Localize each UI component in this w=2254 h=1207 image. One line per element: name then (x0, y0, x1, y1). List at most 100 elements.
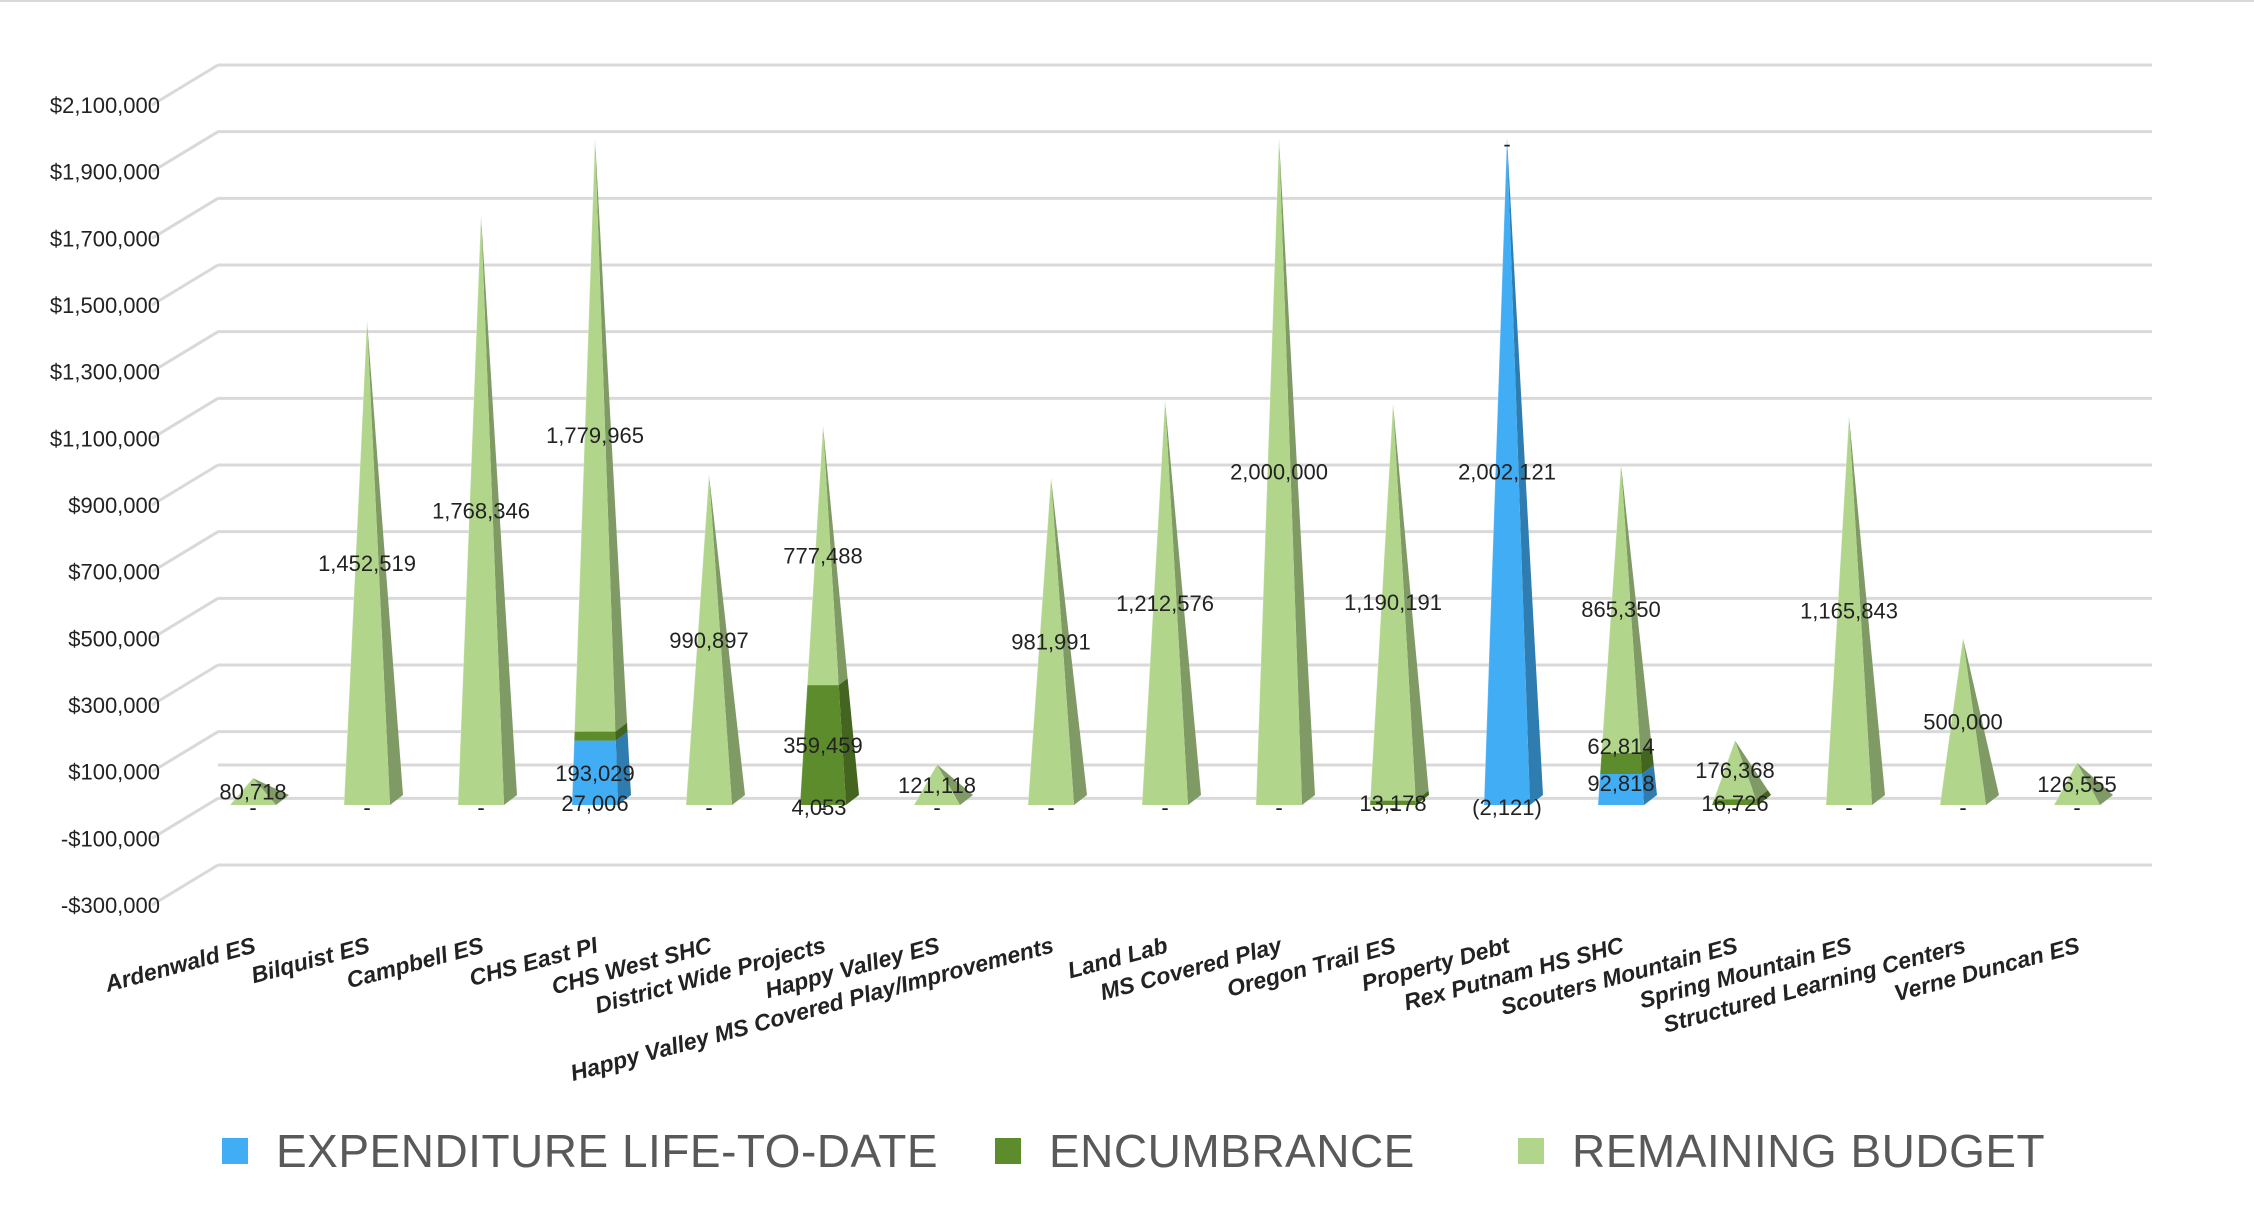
bar-segment-remaining-budget-land-lab (1142, 400, 1201, 805)
data-label-extra: 4,053 (791, 795, 846, 820)
legend-label: EXPENDITURE LIFE-TO-DATE (276, 1125, 938, 1177)
bar-front (1600, 753, 1642, 775)
data-label-remaining-budget: 1,212,576 (1116, 591, 1214, 616)
data-label-encumbrance: 13,178 (1359, 791, 1426, 816)
bar-side (481, 215, 517, 805)
bars (229, 137, 2113, 806)
gridline-depth (151, 63, 219, 107)
bar-front (230, 778, 276, 805)
bar-front (1142, 400, 1188, 805)
data-label-expenditure-life-to-date: - (249, 795, 256, 820)
bar-front (1028, 477, 1074, 805)
data-label-expenditure-life-to-date: - (1389, 795, 1396, 820)
bar-front (807, 426, 839, 686)
gridline-depth (151, 863, 219, 907)
bar-segment-expenditure-life-to-date-property-debt (1484, 137, 1543, 805)
bar-edge (2053, 762, 2078, 806)
bar-front (1601, 464, 1641, 754)
gridline-depth (151, 797, 219, 840)
data-label-expenditure-life-to-date: - (933, 795, 940, 820)
bar-edge (913, 764, 938, 806)
bar-edge (1369, 403, 1394, 806)
data-label-remaining-budget: 126,555 (2037, 772, 2117, 797)
bar-side (1640, 744, 1654, 775)
bar-front (1713, 740, 1757, 800)
bar-segment-remaining-budget-district-wide-projects (807, 426, 848, 686)
bar-edge (229, 777, 254, 806)
data-label-expenditure-life-to-date: - (1731, 795, 1738, 820)
bar-edge (1255, 138, 1280, 806)
bar-side (1756, 790, 1771, 805)
bar-front (1370, 403, 1416, 801)
data-label-remaining-budget: 1,779,965 (546, 423, 644, 448)
y-tick-label: $1,300,000 (50, 360, 160, 385)
legend-swatch (222, 1138, 248, 1164)
data-label-remaining-budget: (2,121) (1472, 795, 1542, 820)
bar-edge (343, 320, 368, 806)
bar-side (1507, 137, 1543, 805)
data-label-expenditure-life-to-date: - (705, 795, 712, 820)
bar-front (1370, 800, 1416, 805)
y-tick-label: -$300,000 (61, 893, 160, 918)
y-tick-label: $1,700,000 (50, 226, 160, 251)
x-tick-label: Ardenwald ES (101, 932, 259, 998)
data-label-remaining-budget: 1,768,346 (432, 498, 530, 523)
data-label-remaining-budget: 2,000,000 (1230, 460, 1328, 485)
bar-edge (1939, 638, 1964, 806)
bar-edge (457, 215, 482, 806)
y-tick-label: $700,000 (68, 560, 160, 585)
bar-side (1849, 416, 1885, 805)
y-tick-label: $2,100,000 (50, 93, 160, 118)
bar-side (595, 138, 628, 732)
legend-item-remaining-budget: REMAINING BUDGET (1518, 1125, 2045, 1177)
data-label-remaining-budget: 777,488 (783, 544, 863, 569)
bar-edge (571, 138, 596, 806)
y-tick-label: $100,000 (68, 760, 160, 785)
y-tick-label: $1,100,000 (50, 426, 160, 451)
data-label-remaining-budget: 80,718 (219, 780, 286, 805)
data-label-expenditure-life-to-date: - (477, 795, 484, 820)
data-label-expenditure-life-to-date: - (1959, 795, 1966, 820)
data-label-remaining-budget: 121,118 (898, 773, 976, 798)
gridline-depth (151, 663, 219, 707)
bar-front (914, 764, 960, 805)
data-label-expenditure-life-to-date: - (1047, 795, 1054, 820)
bar-edge (1027, 477, 1052, 806)
bar-edge (1825, 416, 1850, 806)
bar-edge (799, 425, 824, 806)
data-label-expenditure-life-to-date: - (1161, 795, 1168, 820)
bar-segment-remaining-budget-ms-covered-play (1256, 138, 1315, 806)
bar-front (2054, 762, 2100, 805)
data-label-expenditure-life-to-date: - (1275, 795, 1282, 820)
gridline-depth (151, 397, 219, 440)
legend: EXPENDITURE LIFE-TO-DATE ENCUMBRANCE REMAI… (222, 1125, 2045, 1177)
bar-segment-remaining-budget-spring-mountain-es (1826, 416, 1885, 805)
bar-segment-remaining-budget-campbell-es (458, 215, 517, 805)
gridline-depth (151, 330, 219, 373)
gridline-depth (151, 197, 219, 240)
data-label-remaining-budget: 1,165,843 (1800, 599, 1898, 624)
bar-segment-remaining-budget-bilquist-es (344, 320, 403, 805)
bar-segment-expenditure-life-to-date-rex-putnam-hs-shc (1598, 764, 1657, 805)
bar-front (686, 474, 732, 805)
bar-side (1165, 400, 1201, 805)
data-label-expenditure-life-to-date: - (363, 795, 370, 820)
bar-front (1484, 137, 1530, 805)
bar-side (2077, 762, 2113, 805)
data-label-remaining-budget: 865,350 (1581, 597, 1661, 622)
bar-side (709, 474, 745, 805)
bar-side (838, 678, 859, 805)
y-tick-label: -$100,000 (61, 826, 160, 851)
data-label-expenditure-life-to-date: - (1845, 795, 1852, 820)
bar-front (800, 685, 846, 805)
y-tick-label: $500,000 (68, 626, 160, 651)
gridline-depth (151, 597, 219, 640)
bar-side (253, 778, 289, 805)
bar-side (367, 320, 403, 805)
legend-swatch (995, 1138, 1021, 1164)
bar-segment-remaining-budget-scouters-mountain-es (1713, 740, 1768, 800)
data-label-remaining-budget: 990,897 (669, 628, 749, 653)
bar-side (1051, 477, 1087, 805)
bar-front (1826, 416, 1872, 805)
